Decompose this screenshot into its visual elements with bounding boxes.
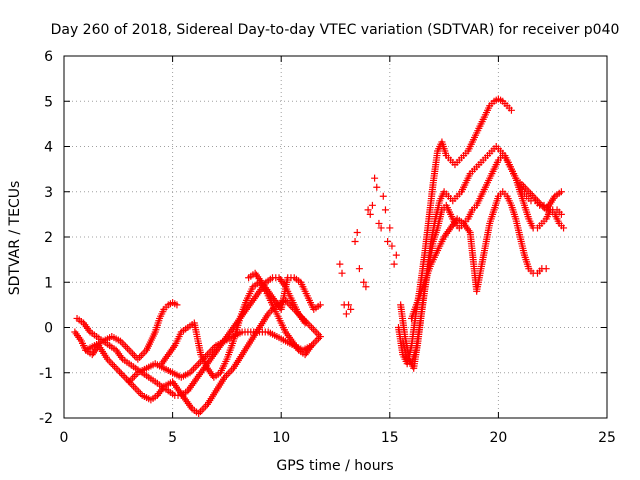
data-point — [366, 210, 374, 218]
y-tick-label: 3 — [44, 185, 53, 201]
data-point — [137, 352, 145, 360]
data-point — [507, 106, 515, 114]
data-point — [110, 362, 118, 370]
data-point — [313, 336, 321, 344]
data-point — [116, 368, 124, 376]
data-point — [301, 319, 309, 327]
data-point — [135, 388, 143, 396]
x-tick-label: 0 — [60, 430, 69, 446]
data-point — [351, 238, 359, 246]
grid — [64, 56, 607, 418]
data-point — [136, 353, 144, 361]
data-point — [191, 363, 199, 371]
y-tick-label: 0 — [44, 321, 53, 337]
y-tick-label: -1 — [39, 366, 53, 382]
y-tick-label: 2 — [44, 230, 53, 246]
data-point — [560, 224, 568, 232]
data-point — [557, 188, 565, 196]
data-point — [360, 278, 368, 286]
data-point — [196, 408, 204, 416]
data-point — [130, 382, 138, 390]
data-point — [347, 305, 355, 313]
data-point — [532, 195, 540, 203]
y-tick-label: 1 — [44, 275, 53, 291]
data-point — [109, 361, 117, 369]
x-tick-label: 15 — [381, 430, 399, 446]
data-point — [375, 219, 383, 227]
data-point — [381, 206, 389, 214]
y-tick-label: 6 — [44, 49, 53, 65]
chart-title: Day 260 of 2018, Sidereal Day-to-day VTE… — [51, 22, 620, 38]
data-point — [557, 210, 565, 218]
data-point — [377, 224, 385, 232]
x-tick-label: 5 — [168, 430, 177, 446]
y-tick-label: 5 — [44, 94, 53, 110]
data-point — [127, 348, 135, 356]
data-point — [134, 355, 142, 363]
data-point — [392, 251, 400, 259]
data-point — [131, 384, 139, 392]
data-point — [311, 338, 319, 346]
data-point — [130, 352, 138, 360]
data-point — [129, 350, 137, 358]
data-points — [71, 95, 568, 417]
data-point — [542, 265, 550, 273]
data-point — [189, 365, 197, 373]
y-tick-label: -2 — [39, 411, 53, 427]
data-point — [338, 269, 346, 277]
data-point — [362, 283, 370, 291]
x-axis-label: GPS time / hours — [276, 458, 393, 474]
data-point — [364, 206, 372, 214]
data-point — [200, 404, 208, 412]
data-point — [368, 201, 376, 209]
data-point — [125, 346, 133, 354]
data-point — [226, 368, 234, 376]
x-tick-label: 20 — [489, 430, 507, 446]
x-tick-label: 25 — [598, 430, 616, 446]
data-point — [316, 301, 324, 309]
data-point — [315, 334, 323, 342]
data-point — [309, 325, 317, 333]
data-point — [139, 350, 147, 358]
data-point — [313, 329, 321, 337]
data-point — [379, 192, 387, 200]
data-point — [371, 174, 379, 182]
data-point — [122, 343, 130, 351]
data-point — [311, 327, 319, 335]
data-point — [130, 372, 138, 380]
data-point — [390, 260, 398, 268]
data-point — [107, 359, 115, 367]
data-point — [355, 265, 363, 273]
data-point — [308, 324, 316, 331]
data-point — [133, 386, 141, 394]
data-point — [353, 228, 361, 236]
axis-ticks: 0 5 10 15 20 25 -2 -1 0 1 2 3 4 5 6 — [39, 49, 616, 446]
x-tick-label: 10 — [272, 430, 290, 446]
data-point — [345, 301, 353, 309]
data-point — [193, 362, 201, 370]
data-point — [373, 183, 381, 191]
data-point — [120, 341, 128, 349]
data-point — [121, 373, 129, 381]
data-point — [386, 224, 394, 232]
data-point — [388, 242, 396, 250]
data-point — [112, 364, 120, 372]
y-tick-label: 4 — [44, 140, 53, 156]
data-point — [224, 370, 232, 378]
data-point — [308, 342, 316, 350]
data-point — [123, 344, 131, 352]
data-point — [173, 301, 181, 309]
data-point — [384, 238, 392, 246]
data-point — [117, 370, 125, 378]
data-point — [336, 260, 344, 268]
y-axis-label: SDTVAR / TECUs — [7, 181, 23, 296]
data-point — [342, 310, 350, 318]
data-point — [316, 333, 324, 341]
plot-frame — [63, 55, 608, 419]
